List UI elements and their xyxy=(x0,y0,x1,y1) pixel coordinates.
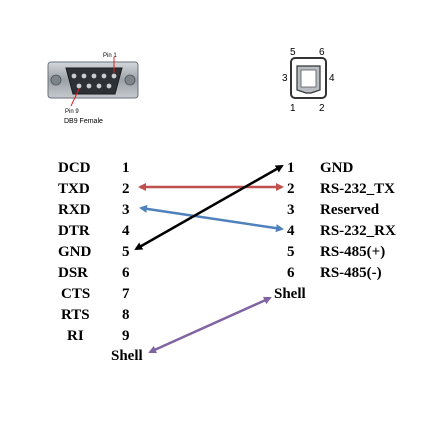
six-pin-connector-icon xyxy=(290,57,327,99)
left-signal-name: DCD xyxy=(58,160,91,176)
right-shell-label: Shell xyxy=(274,286,306,302)
left-pin-number: 2 xyxy=(122,181,130,197)
left-pin-number: 1 xyxy=(122,160,130,176)
left-signal-name: GND xyxy=(58,244,92,260)
left-signal-name: DTR xyxy=(58,223,90,239)
left-pin-number: 6 xyxy=(122,265,130,281)
left-signal-name: TXD xyxy=(58,181,90,197)
connector6-pin3: 3 xyxy=(282,73,288,84)
left-pin-number: 4 xyxy=(122,223,130,239)
right-pin-number: 2 xyxy=(287,181,295,197)
shell-link xyxy=(148,296,272,354)
right-signal-name: RS-232_RX xyxy=(320,223,396,239)
left-pin-number: 3 xyxy=(122,202,130,218)
left-signal-name: CTS xyxy=(61,286,90,302)
rxd-rx-link xyxy=(139,204,284,233)
left-signal-name: RI xyxy=(67,328,84,344)
left-pin-number: 9 xyxy=(122,328,130,344)
db9-pin9-label: Pin 9 xyxy=(65,109,79,115)
db9-caption: DB9 Female xyxy=(64,118,103,125)
connector6-pin1: 1 xyxy=(290,103,296,114)
connector6-pin4: 4 xyxy=(329,73,335,84)
right-pin-number: 6 xyxy=(287,265,295,281)
connector6-pin6: 6 xyxy=(319,47,325,58)
left-signal-name: DSR xyxy=(58,265,88,281)
right-signal-name: GND xyxy=(320,160,354,176)
right-signal-name: RS-485(-) xyxy=(320,265,382,281)
right-signal-name: RS-485(+) xyxy=(320,244,385,260)
right-signal-name: RS-232_TX xyxy=(320,181,395,197)
right-pin-number: 1 xyxy=(287,160,295,176)
right-signal-name: Reserved xyxy=(320,202,380,218)
db9-connector-icon xyxy=(47,57,139,107)
right-pin-number: 4 xyxy=(287,223,295,239)
connector6-pin5: 5 xyxy=(290,47,296,58)
db9-pin1-label: Pin 1 xyxy=(103,53,117,59)
left-pin-number: 8 xyxy=(122,307,130,323)
left-pin-number: 5 xyxy=(122,244,130,260)
right-pin-number: 3 xyxy=(287,202,295,218)
gnd-link xyxy=(134,164,284,251)
left-signal-name: RXD xyxy=(58,202,91,218)
left-pin-number: 7 xyxy=(122,286,130,302)
connector6-pin2: 2 xyxy=(319,103,325,114)
left-shell-label: Shell xyxy=(111,348,143,364)
left-signal-name: RTS xyxy=(61,307,90,323)
right-pin-number: 5 xyxy=(287,244,295,260)
